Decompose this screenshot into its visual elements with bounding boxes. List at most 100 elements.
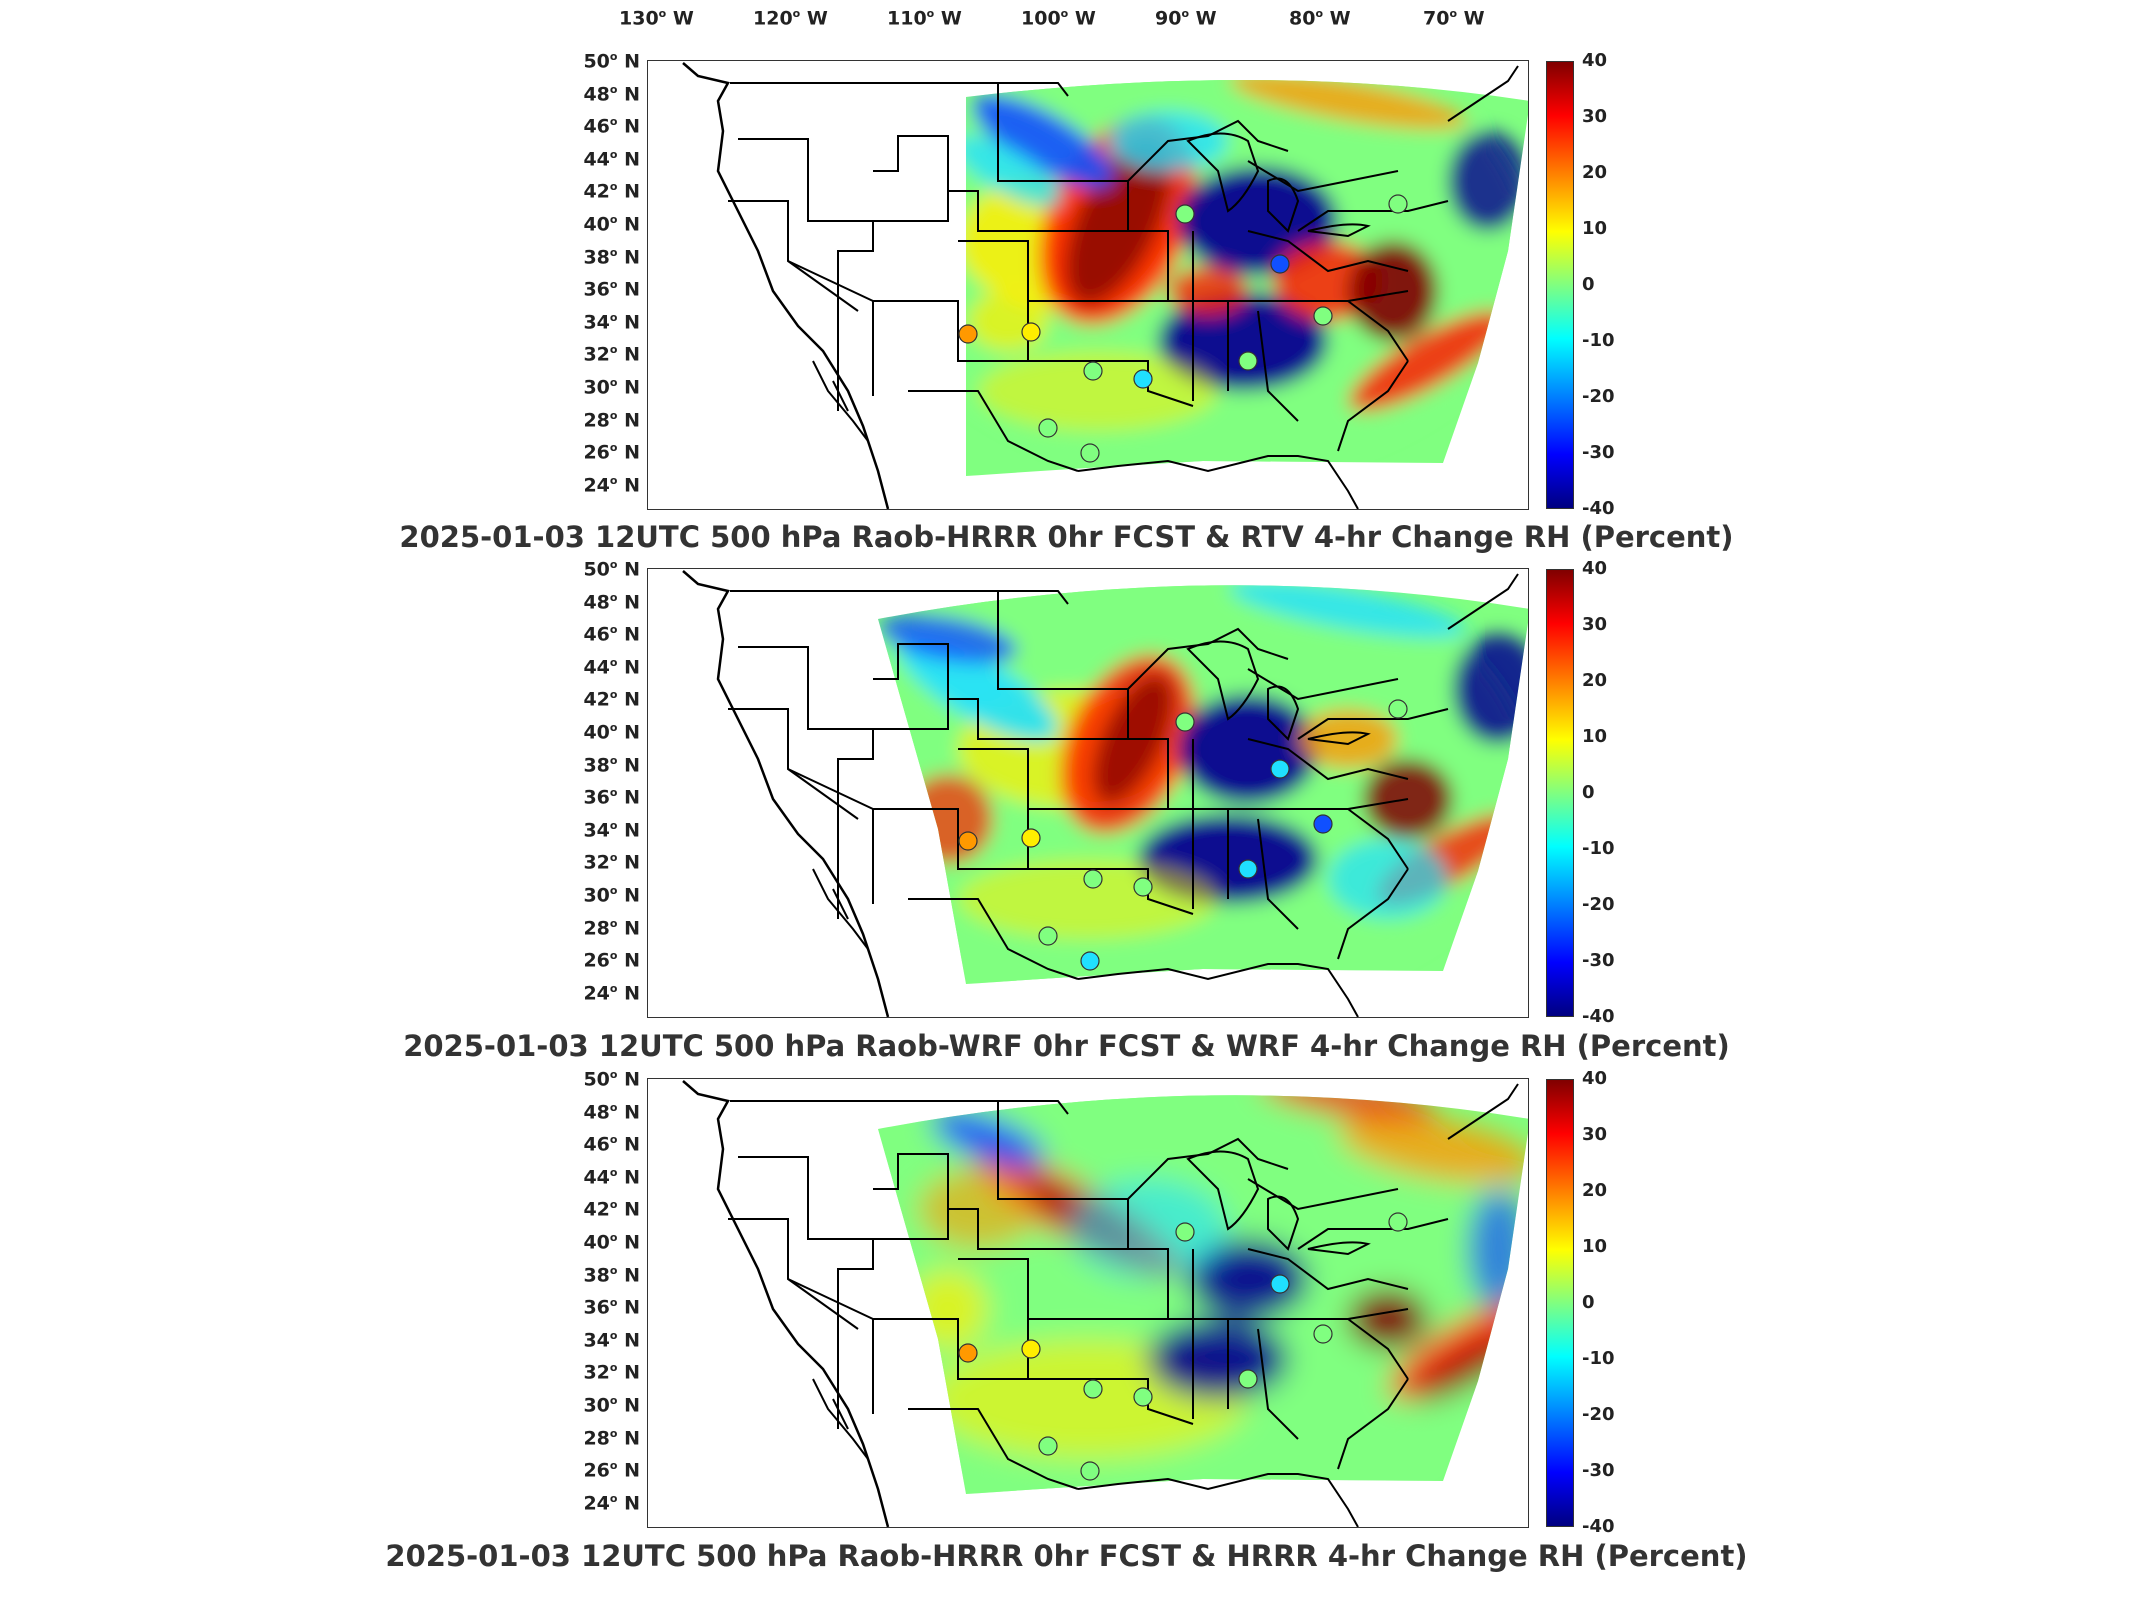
colorbar-tick-label: -10	[1582, 330, 1615, 351]
colorbar-tick-label: -20	[1582, 1404, 1615, 1425]
longitude-label: 130o W	[619, 7, 694, 30]
raob-stations	[958, 699, 1408, 971]
colorbar	[1546, 61, 1574, 509]
raob-station-marker	[958, 324, 978, 344]
longitude-label: 80o W	[1289, 7, 1351, 30]
latitude-label: 38o N	[583, 1263, 640, 1286]
raob-station-marker	[1270, 254, 1290, 274]
latitude-label: 28o N	[583, 1426, 640, 1449]
rh-field-region	[1188, 1239, 1308, 1319]
rh-field-region	[1468, 1189, 1528, 1309]
latitude-label: 40o N	[583, 721, 640, 744]
raob-station-marker	[1038, 926, 1058, 946]
raob-station-marker	[1083, 869, 1103, 889]
latitude-label: 36o N	[583, 786, 640, 809]
colorbar-tick-label: 30	[1582, 1124, 1608, 1145]
longitude-label: 100o W	[1021, 7, 1096, 30]
raob-station-marker	[1313, 814, 1333, 834]
raob-station-marker	[1080, 1461, 1100, 1481]
latitude-label: 40o N	[583, 213, 640, 236]
rh-field-region	[1339, 1114, 1528, 1184]
latitude-label: 44o N	[583, 1165, 640, 1189]
raob-station-marker	[1038, 418, 1058, 438]
latitude-label: 46o N	[583, 1133, 640, 1156]
latitude-label: 42o N	[583, 180, 640, 203]
latitude-label: 38o N	[583, 245, 640, 268]
longitude-label: 90o W	[1155, 7, 1217, 30]
raob-station-marker	[1313, 1324, 1333, 1344]
rh-field-region	[1068, 1179, 1228, 1279]
colorbar-tick-label: 40	[1582, 558, 1608, 579]
colorbar-tick-label: 0	[1582, 274, 1595, 295]
panel-title: 2025-01-03 12UTC 500 hPa Raob-HRRR 0hr F…	[385, 1539, 1748, 1573]
rh-field-region	[1259, 1095, 1437, 1123]
raob-station-marker	[1021, 322, 1041, 342]
rh-field-region	[1448, 131, 1528, 231]
rh-field-region	[908, 1269, 988, 1349]
colorbar-tick-label: 10	[1582, 218, 1608, 239]
rh-field-region	[1158, 291, 1328, 391]
rh-field-region	[1148, 1319, 1288, 1399]
rh-field-region	[966, 135, 1062, 207]
rh-change-field	[878, 1095, 1528, 1494]
raob-station-marker	[958, 1343, 978, 1363]
colorbar-tick-label: 30	[1582, 106, 1608, 127]
rh-map-hrrr	[647, 1078, 1529, 1528]
latitude-label: 34o N	[583, 1328, 640, 1352]
latitude-label: 44o N	[583, 147, 640, 171]
raob-station-marker	[1270, 1274, 1290, 1294]
latitude-label: 50o N	[583, 50, 640, 73]
raob-station-marker	[1175, 1222, 1195, 1242]
rh-map-rtv	[647, 60, 1529, 510]
rh-field-region	[1348, 310, 1508, 412]
latitude-label: 46o N	[583, 623, 640, 646]
latitude-label: 40o N	[583, 1231, 640, 1254]
latitude-label: 48o N	[583, 590, 640, 613]
colorbar-tick-label: -30	[1582, 950, 1615, 971]
latitude-label: 26o N	[583, 949, 640, 972]
rh-field-region	[1348, 241, 1438, 341]
colorbar-tick-label: 40	[1582, 1068, 1608, 1089]
state-borders	[682, 62, 1519, 509]
rh-field-region	[878, 614, 1018, 664]
rh-field-region	[898, 637, 1058, 741]
latitude-label: 42o N	[583, 688, 640, 711]
raob-station-marker	[958, 831, 978, 851]
raob-station-marker	[1083, 361, 1103, 381]
raob-station-marker	[1270, 759, 1290, 779]
colorbar	[1546, 569, 1574, 1017]
colorbar-tick-label: 10	[1582, 1236, 1608, 1257]
latitude-label: 50o N	[583, 558, 640, 581]
colorbar-tick-label: 40	[1582, 50, 1608, 71]
map-svg	[682, 62, 1528, 509]
longitude-label: 110o W	[887, 7, 962, 30]
panel-title: 2025-01-03 12UTC 500 hPa Raob-HRRR 0hr F…	[399, 520, 1734, 554]
colorbar-tick-label: 30	[1582, 614, 1608, 635]
colorbar-tick-label: 0	[1582, 1292, 1595, 1313]
latitude-label: 50o N	[583, 1068, 640, 1091]
rh-change-field	[878, 585, 1528, 984]
latitude-label: 28o N	[583, 408, 640, 431]
raob-station-marker	[1175, 712, 1195, 732]
latitude-label: 44o N	[583, 655, 640, 679]
raob-station-marker	[1021, 828, 1041, 848]
latitude-label: 26o N	[583, 1459, 640, 1482]
colorbar-tick-label: -10	[1582, 838, 1615, 859]
latitude-label: 32o N	[583, 343, 640, 366]
latitude-label: 32o N	[583, 1361, 640, 1384]
latitude-label: 36o N	[583, 278, 640, 301]
rh-field-region	[972, 94, 1114, 188]
latitude-label: 26o N	[583, 441, 640, 464]
latitude-label: 48o N	[583, 1100, 640, 1123]
colorbar-tick-label: -30	[1582, 442, 1615, 463]
raob-station-marker	[1083, 1379, 1103, 1399]
colorbar-tick-label: 10	[1582, 726, 1608, 747]
map-svg	[682, 1080, 1528, 1527]
rh-field-region	[1298, 709, 1398, 769]
colorbar-tick-label: -40	[1582, 1516, 1615, 1537]
colorbar	[1546, 1079, 1574, 1527]
raob-station-marker	[1021, 1339, 1041, 1359]
latitude-label: 30o N	[583, 884, 640, 907]
colorbar-tick-label: 20	[1582, 1180, 1608, 1201]
raob-station-marker	[1038, 1436, 1058, 1456]
